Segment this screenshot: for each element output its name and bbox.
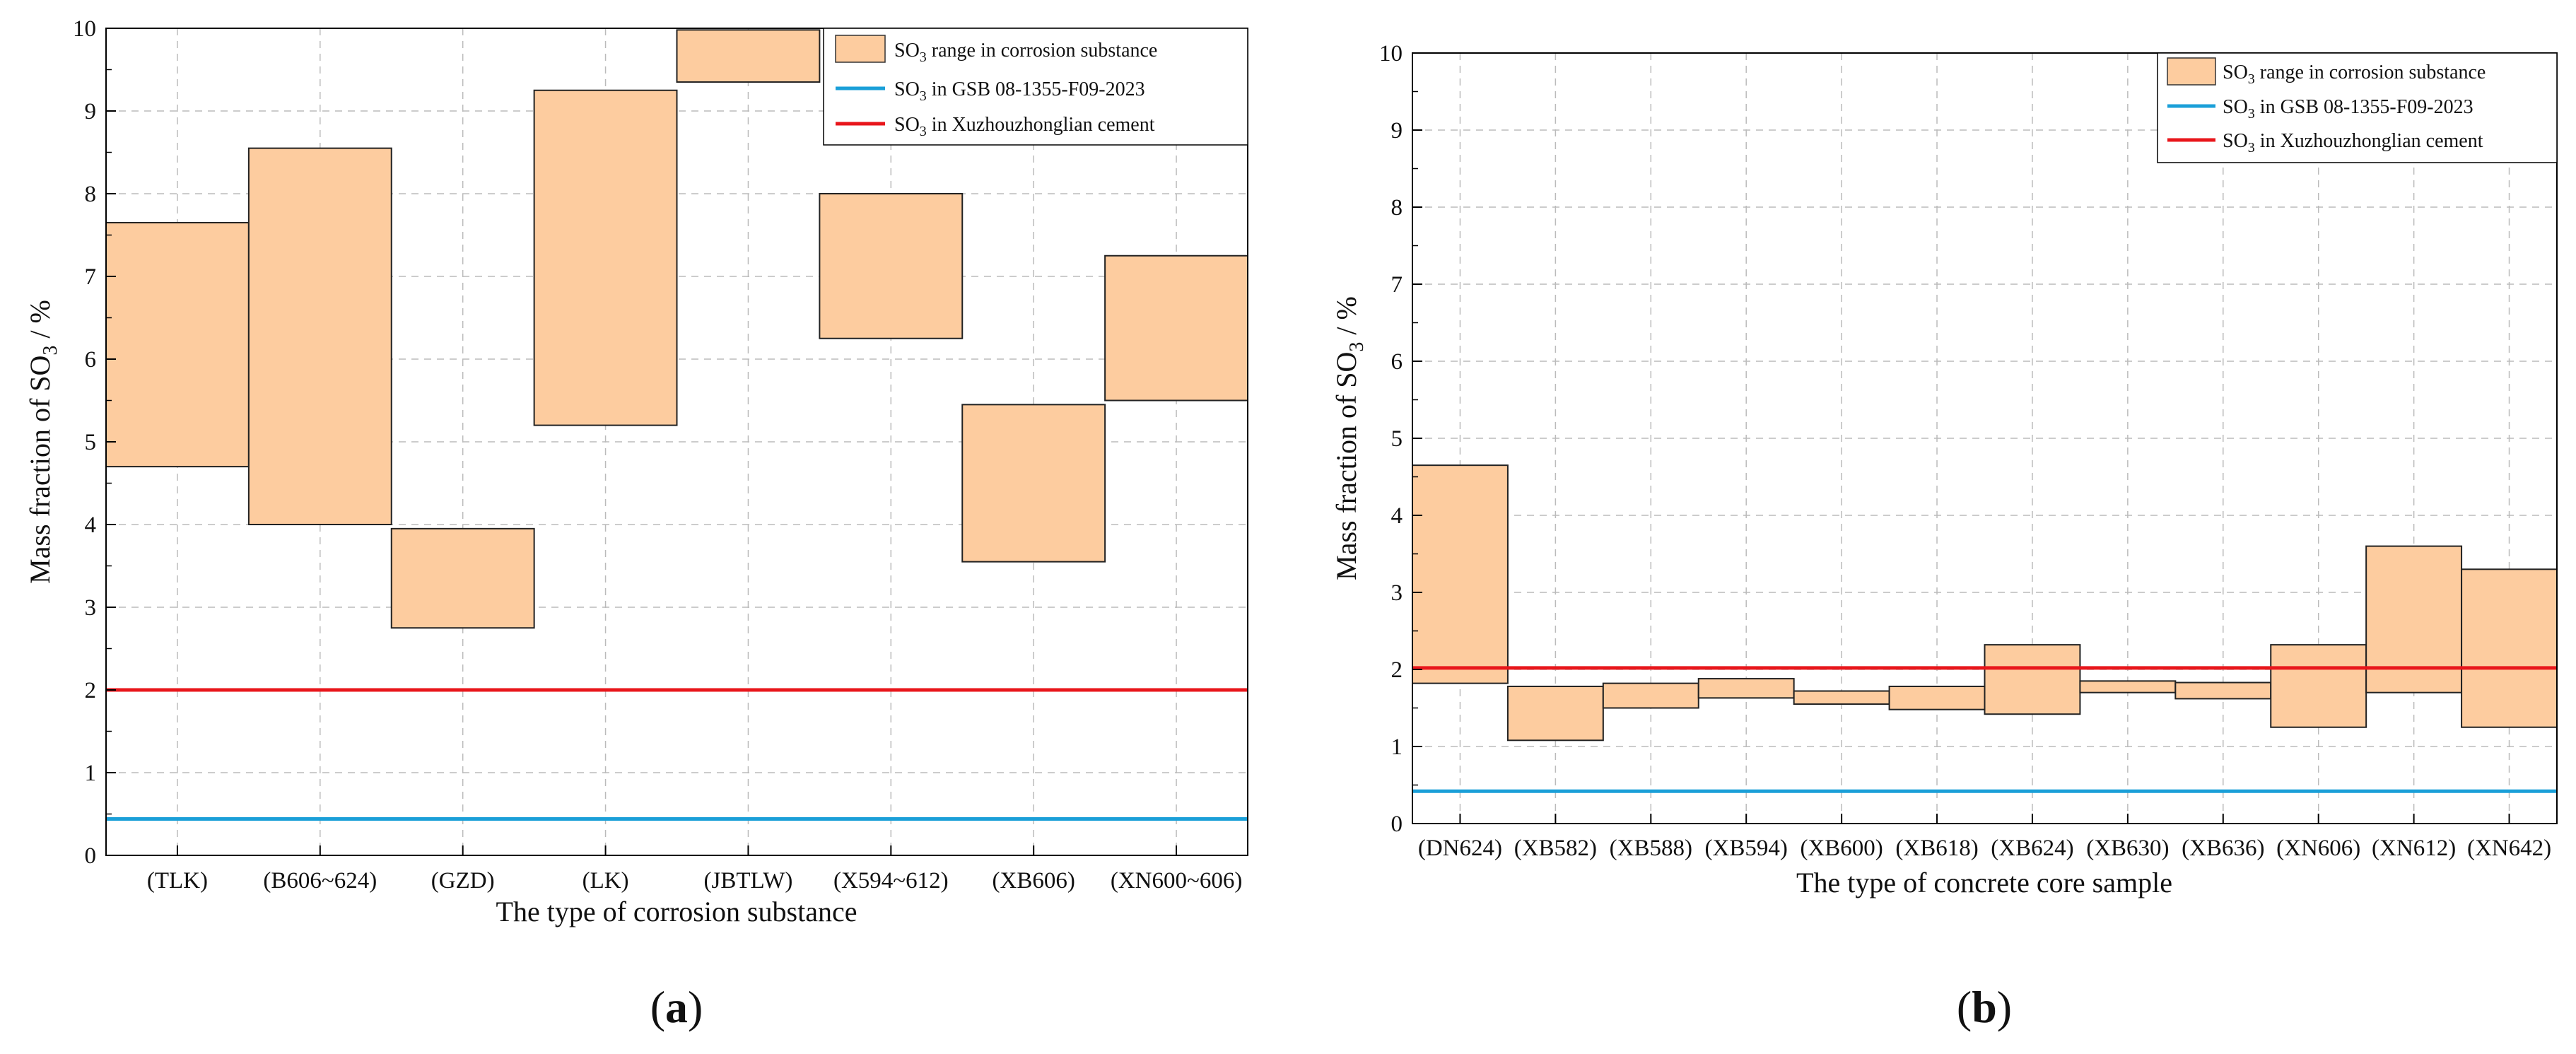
- range-bar: [1793, 690, 1890, 705]
- x-tick-label: (XB582): [1514, 836, 1597, 861]
- legend-label-gsb-a: SO3 in GSB 08-1355-F09-2023: [894, 78, 1145, 104]
- range-bar: [2174, 681, 2272, 700]
- y-axis-b: 0 1 2 3 4 5 6 7 8 9 10: [1379, 41, 1422, 837]
- x-tick-label: (XB630): [2086, 836, 2169, 861]
- x-tick-label: (XB618): [1895, 836, 1978, 861]
- y-tick-label: 6: [85, 347, 97, 373]
- legend-a: SO3 range in corrosion substance SO3 in …: [823, 28, 1248, 146]
- range-bar: [2365, 545, 2463, 693]
- legend-swatch-range-b: [2167, 57, 2216, 86]
- range-bar: [819, 193, 964, 339]
- x-tick-label: (XN600~606): [1111, 868, 1243, 894]
- y-tick-label: 9: [85, 99, 97, 124]
- reference-lines-a: [106, 688, 1248, 821]
- x-tick-label: (XB624): [1991, 836, 2073, 861]
- range-bar: [1412, 464, 1509, 684]
- range-bar: [1506, 685, 1604, 742]
- legend-label-range-a: SO3 range in corrosion substance: [894, 40, 1157, 65]
- range-bar: [1984, 644, 2081, 715]
- x-tick-label: (XB606): [993, 868, 1075, 894]
- range-bar: [1697, 678, 1795, 699]
- x-tick-label: (XB600): [1800, 836, 1883, 861]
- y-axis-title-a: Mass fraction of SO3 / %: [24, 300, 62, 584]
- range-bar: [2270, 644, 2367, 728]
- y-tick-label: 3: [1391, 580, 1403, 606]
- y-tick-label: 0: [85, 843, 97, 869]
- y-tick-label: 2: [85, 678, 97, 703]
- chart-panel-b: 0 1 2 3 4 5 6 7 8 9 10 (DN624) (XB582) (XB588) (XB594…: [1330, 41, 2558, 1032]
- x-tick-label: (X594~612): [833, 868, 949, 894]
- x-tick-label: (XN606): [2276, 836, 2360, 861]
- range-bar: [1602, 682, 1699, 709]
- y-tick-label: 4: [85, 513, 97, 538]
- chart-panel-a: 0 1 2 3 4 5 6 7 8 9 10 (TLK) (B606~624) (GZD) (LK) (JB…: [24, 16, 1248, 1032]
- x-tick-label: (GZD): [431, 868, 495, 894]
- y-tick-label: 7: [1391, 272, 1403, 298]
- range-bar: [676, 29, 821, 83]
- y-axis-title-b: Mass fraction of SO3 / %: [1330, 296, 1368, 580]
- y-tick-label: 6: [1391, 349, 1403, 375]
- legend-swatch-range-a: [835, 35, 886, 63]
- y-tick-label: 10: [73, 16, 96, 42]
- x-axis-b: (DN624) (XB582) (XB588) (XB594) (XB600) (XB61…: [1418, 814, 2551, 861]
- range-bar: [2079, 680, 2177, 693]
- panel-label-b: (b): [1957, 982, 2012, 1032]
- range-bar: [1888, 685, 1986, 710]
- legend-label-gsb-b: SO3 in GSB 08-1355-F09-2023: [2223, 96, 2473, 122]
- legend-label-cement-a: SO3 in Xuzhouzhonglian cement: [894, 114, 1155, 139]
- y-tick-label: 5: [85, 430, 97, 455]
- y-tick-label: 1: [85, 761, 97, 786]
- range-bar: [2461, 568, 2558, 728]
- x-tick-label: (XN612): [2372, 836, 2456, 861]
- range-bar: [1104, 254, 1248, 402]
- y-tick-label: 8: [1391, 195, 1403, 221]
- x-tick-label: (B606~624): [263, 868, 377, 894]
- legend-b: SO3 range in corrosion substance SO3 in …: [2157, 52, 2558, 163]
- x-tick-label: (XB636): [2182, 836, 2264, 861]
- x-axis-title-a: The type of corrosion substance: [496, 896, 857, 927]
- legend-label-range-b: SO3 range in corrosion substance: [2223, 62, 2486, 87]
- x-tick-label: (XN642): [2467, 836, 2551, 861]
- y-tick-label: 3: [85, 595, 97, 621]
- x-axis-title-b: The type of concrete core sample: [1796, 867, 2172, 898]
- reference-lines-b: [1412, 666, 2557, 793]
- x-axis-a: (TLK) (B606~624) (GZD) (LK) (JBTLW) (X594~612…: [147, 845, 1242, 894]
- legend-box-a: [823, 28, 1248, 146]
- x-tick-label: (JBTLW): [704, 868, 793, 894]
- legend-label-cement-b: SO3 in Xuzhouzhonglian cement: [2223, 130, 2483, 156]
- range-bar: [105, 221, 250, 468]
- x-tick-label: (DN624): [1418, 836, 1502, 861]
- range-bars-a: [105, 29, 1248, 629]
- y-axis-a: 0 1 2 3 4 5 6 7 8 9 10: [73, 16, 116, 869]
- range-bar: [247, 147, 392, 525]
- range-bar: [961, 404, 1106, 563]
- y-tick-label: 2: [1391, 657, 1403, 683]
- x-tick-label: (LK): [582, 868, 629, 894]
- y-tick-label: 10: [1379, 41, 1403, 66]
- y-tick-label: 9: [1391, 118, 1403, 144]
- y-tick-label: 8: [85, 182, 97, 207]
- x-tick-label: (XB594): [1705, 836, 1788, 861]
- y-tick-label: 0: [1391, 812, 1403, 837]
- y-tick-label: 4: [1391, 503, 1403, 529]
- panel-label-a: (a): [650, 982, 703, 1032]
- y-tick-label: 1: [1391, 734, 1403, 760]
- x-tick-label: (XB588): [1610, 836, 1692, 861]
- range-bar: [390, 527, 535, 629]
- y-tick-label: 7: [85, 264, 97, 290]
- range-bar: [533, 89, 678, 426]
- x-tick-label: (TLK): [147, 868, 208, 894]
- y-tick-label: 5: [1391, 426, 1403, 452]
- legend-box-b: [2157, 52, 2558, 163]
